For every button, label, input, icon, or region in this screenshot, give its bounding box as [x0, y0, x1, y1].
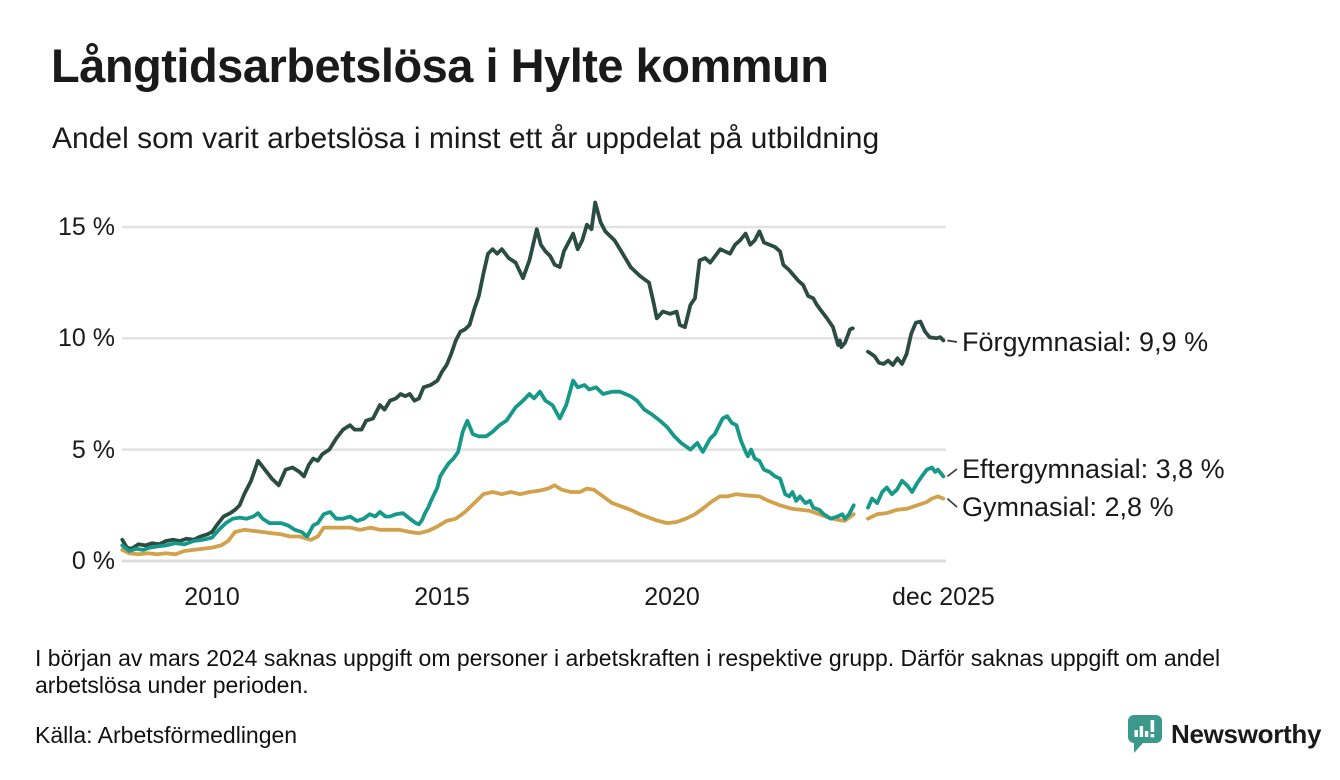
footnote-text: I början av mars 2024 saknas uppgift om … — [35, 645, 1221, 698]
series-label-eftergymnasial: Eftergymnasial: 3,8 % — [962, 454, 1225, 484]
bar-chart-speech-bubble-icon — [1128, 715, 1162, 753]
series-line-gymnasial — [866, 494, 946, 521]
series-line-eftergymnasial — [866, 465, 946, 510]
newsworthy-logo: Newsworthy — [1127, 714, 1321, 754]
y-tick-label: 5 % — [71, 435, 115, 464]
x-tick-label: 2020 — [644, 583, 700, 611]
x-tick-label: 2015 — [414, 583, 470, 611]
chart-subtitle: Andel som varit arbetslösa i minst ett å… — [52, 122, 880, 155]
series-line-förgymnasial — [866, 319, 946, 367]
x-tick-label: 2010 — [184, 583, 240, 611]
y-tick-label: 0 % — [71, 547, 115, 575]
series-label-gymnasial: Gymnasial: 2,8 % — [962, 492, 1174, 522]
series-line-förgymnasial — [120, 200, 855, 551]
page-title: Långtidsarbetslösa i Hylte kommun — [51, 39, 829, 92]
series-line-eftergymnasial — [120, 378, 856, 553]
series-label-forgymnasial: Förgymnasial: 9,9 % — [962, 327, 1209, 357]
label-connector — [946, 498, 958, 508]
label-connector — [947, 339, 958, 343]
y-tick-label: 10 % — [58, 324, 115, 353]
label-connector — [946, 468, 958, 478]
y-tick-label: 15 % — [58, 212, 115, 241]
series-line-gymnasial — [120, 483, 856, 557]
source-text: Källa: Arbetsförmedlingen — [35, 722, 298, 748]
newsworthy-wordmark: Newsworthy — [1171, 718, 1322, 749]
x-tick-label: dec 2025 — [891, 583, 995, 611]
